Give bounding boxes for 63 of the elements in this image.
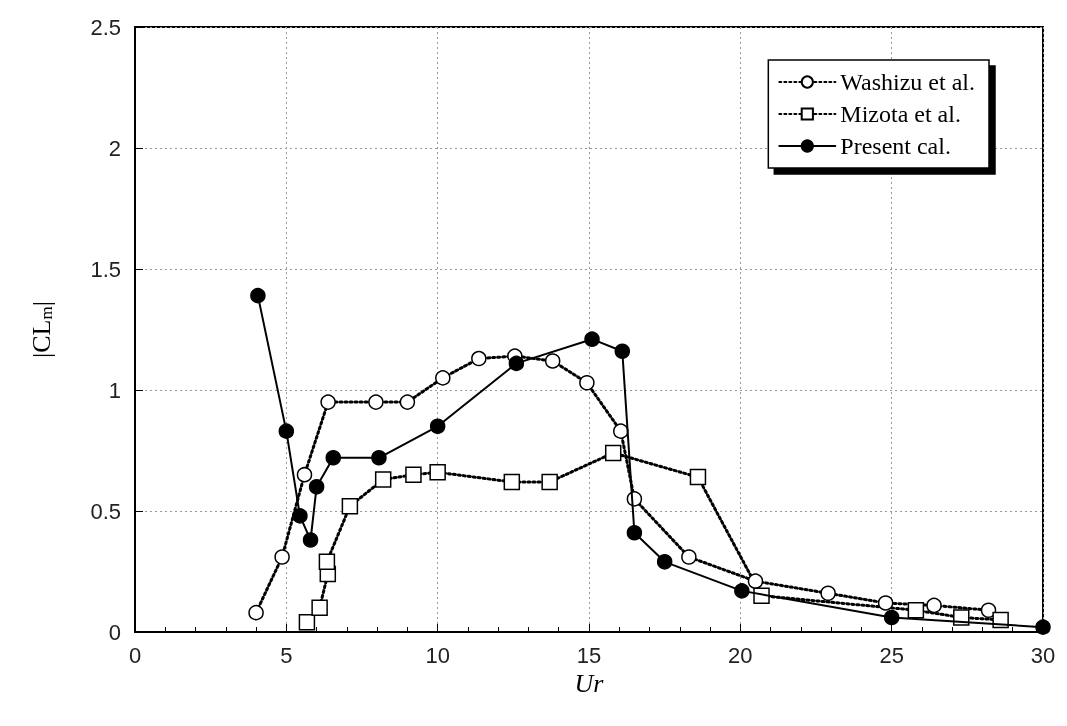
legend-label: Mizota et al.: [840, 101, 961, 127]
point: [681, 549, 697, 565]
x-tick-label: 20: [728, 642, 753, 668]
x-tick-label: 10: [425, 642, 450, 668]
point: [471, 350, 487, 367]
point: [980, 602, 997, 618]
point: [926, 597, 942, 614]
legend-label: Washizu et al.: [840, 69, 975, 95]
point: [274, 549, 290, 565]
y-tick-label: 0.5: [90, 498, 121, 524]
y-tick-label: 2.5: [90, 14, 121, 40]
point: [298, 614, 316, 631]
x-tick-label: 30: [1030, 642, 1056, 668]
point: [292, 508, 308, 524]
point: [747, 573, 764, 589]
point: [368, 394, 384, 410]
y-tick-label: 1: [108, 377, 121, 403]
x-tick-label: 5: [280, 642, 293, 668]
y-tick-label: 2: [108, 135, 121, 161]
y-tick-label: 1.5: [90, 256, 121, 282]
point: [614, 343, 631, 360]
point: [341, 497, 359, 515]
point: [311, 599, 328, 617]
point: [248, 604, 264, 621]
point: [626, 525, 643, 541]
point: [296, 466, 313, 483]
x-tick-label: 25: [879, 642, 904, 668]
x-tick-label: 15: [576, 642, 602, 668]
point: [883, 609, 900, 626]
point: [544, 353, 561, 369]
point: [405, 466, 422, 483]
point: [877, 595, 894, 611]
point: [250, 287, 266, 304]
y-axis-title: |CLm|: [27, 301, 56, 358]
point: [371, 450, 387, 466]
point: [613, 423, 629, 439]
point: [399, 394, 416, 410]
y-tick-label: 0: [108, 619, 121, 645]
point: [435, 370, 451, 386]
x-axis-title: Ur: [574, 669, 605, 699]
legend-label: Present cal.: [840, 133, 951, 159]
point: [508, 355, 525, 372]
point: [278, 423, 295, 439]
point: [689, 468, 707, 486]
point: [318, 553, 336, 571]
point: [429, 464, 446, 481]
point: [604, 444, 622, 462]
point: [584, 331, 600, 347]
point: [325, 450, 341, 466]
x-tick-label: 0: [128, 642, 142, 668]
point: [503, 473, 521, 491]
point: [308, 479, 325, 495]
point: [1035, 619, 1051, 635]
point: [541, 473, 558, 491]
point: [302, 532, 319, 548]
point: [320, 394, 336, 410]
point: [907, 601, 925, 619]
point: [734, 583, 750, 599]
point: [579, 374, 595, 391]
point: [429, 418, 446, 435]
point: [656, 554, 673, 570]
point: [374, 471, 392, 488]
point: [820, 585, 836, 602]
